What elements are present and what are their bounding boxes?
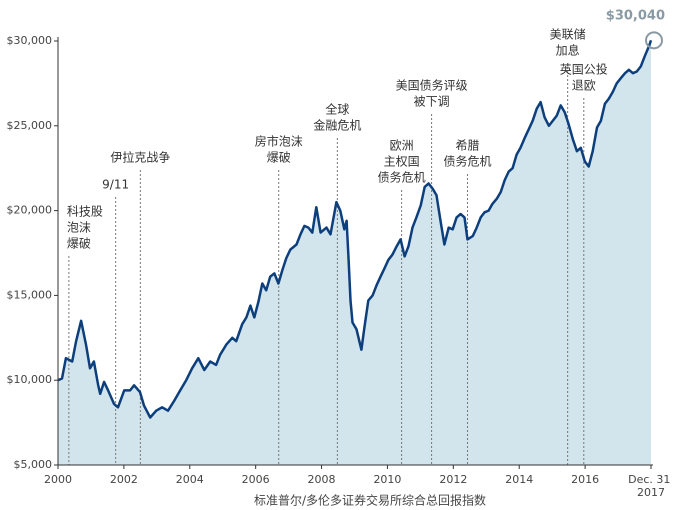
annotation-text: 全球	[325, 102, 349, 117]
x-tick-label-line: Dec. 31	[628, 473, 673, 486]
annotation-text: 爆破	[67, 236, 91, 251]
annotation-text: 被下调	[414, 95, 450, 109]
annotation-text: 英国公投	[560, 62, 608, 77]
x-tick-label-line: 2017	[637, 486, 665, 499]
annotation-text: 9/11	[102, 178, 129, 192]
x-tick-label: 2016	[571, 473, 599, 486]
annotation-text: 泡沫	[67, 221, 91, 235]
x-tick-label: 2010	[373, 473, 401, 486]
x-tick-label: 2006	[242, 473, 270, 486]
y-tick-label: $20,000	[7, 204, 53, 217]
x-axis-label: 标准普尔/多伦多证券交易所综合总回报指数	[254, 493, 486, 508]
annotation-text: 加息	[556, 43, 580, 58]
end-label: $30,040	[606, 9, 665, 24]
annotation-text: 债务危机	[378, 170, 426, 185]
y-tick-label: $5,000	[14, 458, 53, 471]
line	[57, 39, 653, 419]
annotation-text: 债务危机	[443, 154, 491, 169]
annotation-text: 伊拉克战争	[110, 150, 170, 165]
annotation-text: 美联储	[550, 27, 586, 42]
annotation-text: 科技股	[67, 205, 103, 219]
area	[58, 40, 651, 466]
annotation-text: 美国债务评级	[396, 78, 468, 93]
x-tick-label: 2014	[505, 473, 533, 486]
x-tick-label: 2012	[439, 473, 467, 486]
annotation-text: 爆破	[267, 150, 291, 165]
x-tick-label: 2004	[176, 473, 204, 486]
x-tick-label: 2000	[44, 473, 72, 486]
y-tick-label: $10,000	[7, 373, 53, 386]
annotation-text: 退欧	[572, 79, 596, 93]
annotation-text: 希腊	[455, 138, 479, 153]
annotation-text: 欧洲	[390, 139, 414, 153]
annotation-text: 房市泡沫	[255, 134, 303, 149]
x-tick-label: 2002	[110, 473, 138, 486]
annotation-text: 金融危机	[313, 118, 361, 133]
y-tick-label: $15,000	[7, 288, 53, 301]
y-tick-label: $30,000	[7, 34, 53, 47]
end-marker	[645, 31, 663, 50]
x-tick-label: Dec. 31 2017	[628, 473, 673, 499]
y-tick-label: $25,000	[7, 119, 53, 132]
x-tick-label: 2008	[308, 473, 336, 486]
annotation-text: 主权国	[384, 155, 420, 169]
